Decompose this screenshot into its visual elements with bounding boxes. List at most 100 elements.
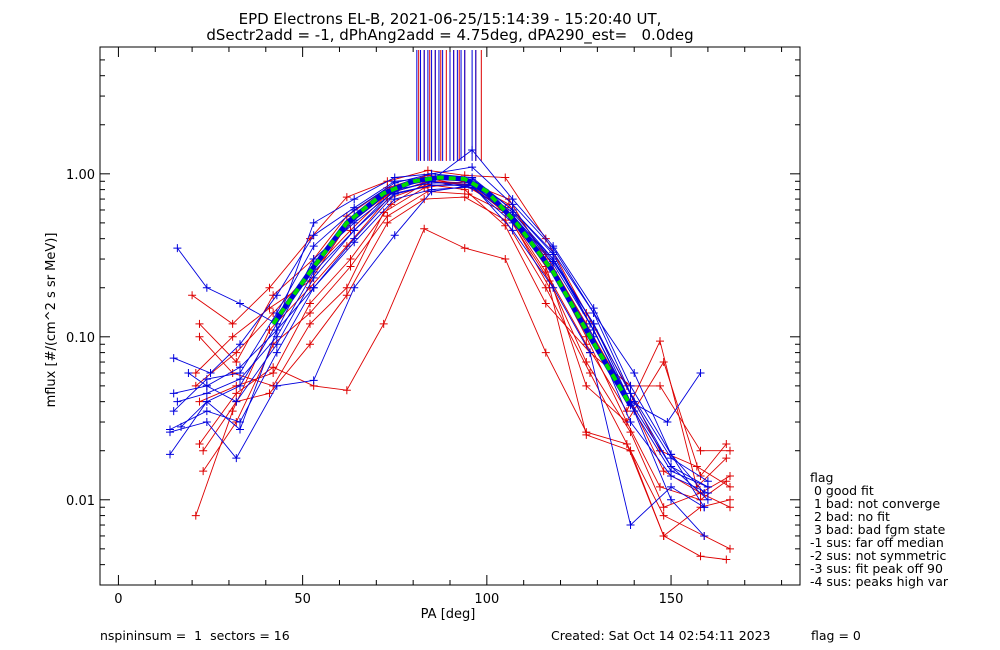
data-point-marker — [468, 146, 477, 155]
data-point-marker — [423, 166, 432, 175]
data-point-marker — [202, 389, 211, 398]
data-point-marker — [350, 195, 359, 204]
data-point-marker — [350, 234, 359, 243]
x-axis-label: PA [deg] — [421, 607, 476, 622]
data-point-marker — [726, 503, 734, 512]
data-point-marker — [667, 495, 676, 504]
data-point-marker — [549, 257, 558, 266]
chart-title-line2: dSectr2add = -1, dPhAng2add = 4.75deg, d… — [206, 26, 694, 44]
data-point-marker — [379, 319, 388, 328]
data-point-marker — [202, 283, 211, 292]
data-point-marker — [659, 511, 668, 520]
data-point-marker — [501, 255, 510, 264]
x-tick-label: 100 — [474, 592, 499, 607]
data-point-marker — [589, 319, 598, 328]
data-point-marker — [722, 439, 731, 448]
series-line — [199, 174, 731, 508]
data-point-marker — [309, 283, 318, 292]
data-point-marker — [420, 224, 429, 233]
data-point-marker — [342, 283, 351, 292]
flag-legend-item: -2 sus: not symmetric — [810, 548, 947, 563]
data-point-marker — [232, 397, 241, 406]
y-tick-label: 0.10 — [66, 331, 95, 346]
data-point-marker — [667, 462, 676, 471]
data-point-marker — [663, 418, 672, 427]
flag-legend-item: -4 sus: peaks high var — [810, 574, 949, 589]
data-point-marker — [696, 446, 705, 455]
data-point-marker — [265, 283, 274, 292]
data-point-marker — [228, 319, 237, 328]
data-point-marker — [659, 503, 668, 512]
series-line — [195, 184, 730, 516]
data-point-marker — [202, 407, 211, 416]
x-tick-label: 150 — [659, 592, 684, 607]
data-point-marker — [722, 555, 731, 564]
data-point-marker — [722, 454, 731, 463]
flag-legend-title: flag — [810, 470, 834, 485]
data-point-marker — [626, 428, 635, 437]
data-point-marker — [659, 531, 668, 540]
data-point-marker — [342, 291, 351, 300]
series-line — [202, 190, 731, 508]
data-point-marker — [541, 348, 550, 357]
data-point-marker — [420, 195, 429, 204]
data-point-marker — [726, 544, 734, 553]
data-point-marker — [166, 450, 174, 459]
data-point-marker — [582, 381, 591, 390]
flag-legend-item: 1 bad: not converge — [810, 496, 941, 511]
data-point-marker — [188, 291, 197, 300]
data-point-marker — [272, 291, 281, 300]
data-point-marker — [589, 304, 598, 313]
data-point-marker — [309, 242, 318, 251]
data-point-marker — [272, 348, 281, 357]
data-point-marker — [667, 482, 676, 491]
data-point-marker — [696, 495, 705, 504]
data-point-marker — [199, 446, 208, 455]
data-point-marker — [703, 495, 712, 504]
data-point-marker — [202, 375, 211, 384]
data-point-marker — [700, 531, 709, 540]
data-point-marker — [696, 368, 705, 377]
data-point-marker — [236, 375, 244, 384]
data-point-marker — [272, 340, 281, 349]
data-point-marker — [232, 348, 241, 357]
y-tick-label: 1.00 — [66, 168, 95, 183]
data-point-marker — [703, 482, 712, 491]
y-tick-label: 0.01 — [66, 494, 95, 509]
data-point-marker — [232, 454, 241, 463]
data-point-marker — [309, 218, 318, 227]
data-point-marker — [549, 250, 558, 259]
data-point-marker — [272, 332, 281, 341]
data-point-marker — [383, 218, 392, 227]
data-point-marker — [195, 397, 204, 406]
data-point-marker — [541, 299, 550, 308]
data-point-marker — [626, 418, 635, 427]
data-point-marker — [501, 173, 510, 182]
data-point-marker — [236, 381, 244, 390]
data-point-marker — [390, 231, 399, 240]
data-point-marker — [726, 446, 734, 455]
data-point-marker — [582, 428, 591, 437]
median-fit-base-line — [271, 174, 633, 407]
data-point-marker — [383, 212, 392, 221]
data-point-marker — [390, 190, 399, 199]
data-point-marker — [309, 273, 318, 282]
data-point-marker — [656, 482, 664, 491]
flag-legend-item: -1 sus: far off median — [810, 535, 944, 550]
data-point-marker — [306, 299, 314, 308]
data-point-marker — [202, 381, 211, 390]
data-point-marker — [342, 242, 351, 251]
data-point-marker — [582, 358, 591, 367]
data-point-marker — [508, 226, 517, 235]
data-point-marker — [195, 332, 204, 341]
data-point-marker — [173, 397, 182, 406]
series-line — [169, 184, 705, 526]
data-point-marker — [173, 244, 182, 253]
data-point-marker — [199, 467, 208, 476]
series-line — [169, 180, 709, 501]
series-line — [173, 149, 705, 508]
data-point-marker — [195, 439, 204, 448]
plot-data-group — [166, 50, 734, 564]
data-point-marker — [460, 244, 469, 253]
